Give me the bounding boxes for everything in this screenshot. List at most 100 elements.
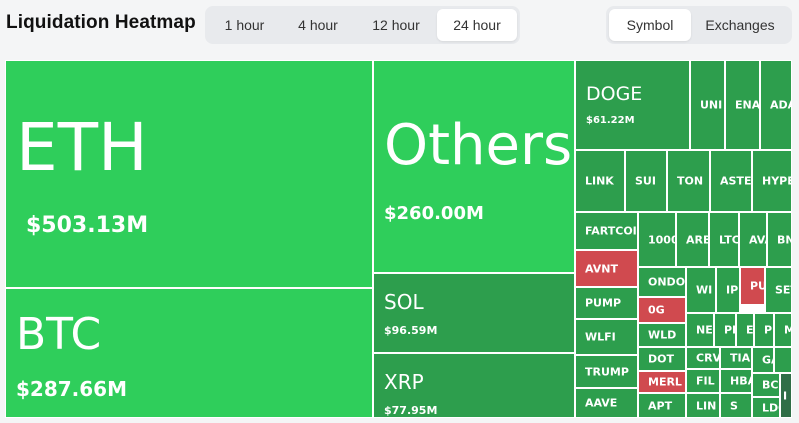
tile-s-symbol: S <box>730 399 738 412</box>
tile-ne-symbol: NE <box>696 323 713 337</box>
tile-btc[interactable]: BTC $287.66M <box>5 288 373 418</box>
tile-aave[interactable]: AAVE <box>575 388 638 418</box>
tile-others-symbol: Others <box>384 113 573 178</box>
page-title: Liquidation Heatmap <box>6 12 196 33</box>
tile-bch[interactable]: BCH <box>752 373 780 397</box>
tile-pump[interactable]: PUMP <box>575 287 638 319</box>
tile-0g[interactable]: 0G <box>638 297 686 323</box>
tile-ip[interactable]: IP <box>716 267 740 313</box>
tile-sol[interactable]: SOL $96.59M <box>373 273 575 353</box>
tile-lin[interactable]: LIN <box>686 393 720 418</box>
tile-wi[interactable]: WI <box>686 267 716 313</box>
tile-ena[interactable]: ENA <box>725 60 760 150</box>
tile-arb[interactable]: ARB <box>676 212 709 267</box>
tile-ltc-symbol: LTC <box>719 233 739 246</box>
tile-wlfi[interactable]: WLFI <box>575 319 638 355</box>
tile-ondo-symbol: ONDO <box>648 275 686 289</box>
tile-lin-symbol: LIN <box>696 399 717 412</box>
tile-trump-symbol: TRUMP <box>585 365 629 378</box>
tile-aster-symbol: ASTER <box>720 174 752 188</box>
tab-4-hour[interactable]: 4 hour <box>298 17 338 33</box>
tile-0g-symbol: 0G <box>648 303 665 317</box>
view-mode-tabs: Symbol Exchanges <box>606 6 792 44</box>
tile-ne[interactable]: NE <box>686 313 714 347</box>
time-range-tabs: 1 hour 4 hour 12 hour 24 hour <box>205 6 520 44</box>
tile-set[interactable]: SET <box>765 267 792 313</box>
tile-ldo-symbol: LDO <box>762 401 779 414</box>
tab-exchanges[interactable]: Exchanges <box>705 17 775 33</box>
tile-arb-symbol: ARB <box>686 233 709 246</box>
tile-merl-symbol: MERL <box>648 375 682 389</box>
tile-sui[interactable]: SUI <box>625 150 667 212</box>
tile-others-value: $260.00M <box>384 203 484 224</box>
tile-apt-symbol: APT <box>648 399 673 412</box>
tile-hype[interactable]: HYPE <box>752 150 792 212</box>
tab-symbol[interactable]: Symbol <box>609 9 691 41</box>
tile-doge-symbol: DOGE <box>586 83 643 105</box>
tile-et-symbol: ET <box>746 323 754 337</box>
tile-btc-symbol: BTC <box>16 309 102 360</box>
tile-i[interactable]: I <box>780 373 792 418</box>
tile-others[interactable]: Others $260.00M <box>373 60 575 273</box>
tile-fil[interactable]: FIL <box>686 369 720 393</box>
tile-trump[interactable]: TRUMP <box>575 355 638 388</box>
tile-xrp[interactable]: XRP $77.95M <box>373 353 575 418</box>
tile-sol-value: $96.59M <box>384 324 438 337</box>
tile-m[interactable]: M <box>774 313 792 347</box>
tile-hype-symbol: HYPE <box>762 174 792 188</box>
tab-12-hour[interactable]: 12 hour <box>372 17 420 33</box>
tile-fil-symbol: FIL <box>696 374 715 388</box>
tile-xrp-value: $77.95M <box>384 404 438 417</box>
tile-ltc[interactable]: LTC <box>709 212 739 267</box>
tile-aster[interactable]: ASTER <box>710 150 752 212</box>
tile-ga[interactable]: GA <box>752 347 774 373</box>
tile-sui-symbol: SUI <box>635 174 656 188</box>
tile-et[interactable]: ET <box>736 313 754 347</box>
tile-1000[interactable]: 1000 <box>638 212 676 267</box>
tile-ton[interactable]: TON <box>667 150 710 212</box>
tile-apt[interactable]: APT <box>638 393 686 418</box>
tile-merl[interactable]: MERL <box>638 371 686 393</box>
tile-ton-symbol: TON <box>677 174 704 188</box>
tile-fartcoin[interactable]: FARTCOIN <box>575 212 638 250</box>
tile-crv[interactable]: CRV <box>686 347 720 369</box>
tile-pu-symbol: PU <box>750 279 764 293</box>
tile-eth-value: $503.13M <box>26 213 149 238</box>
tile-fartcoin-symbol: FARTCOIN <box>585 224 637 238</box>
tile-wld[interactable]: WLD <box>638 323 686 347</box>
tile-pu[interactable]: PU <box>740 267 765 305</box>
tile-sol-symbol: SOL <box>384 290 424 314</box>
tile-wlfi-symbol: WLFI <box>585 330 616 344</box>
tile-link[interactable]: LINK <box>575 150 625 212</box>
tile-m-symbol: M <box>775 324 791 337</box>
tile-hba[interactable]: HBA <box>720 369 752 393</box>
tile-pi[interactable]: PI <box>754 313 774 347</box>
tab-24-hour[interactable]: 24 hour <box>437 9 517 41</box>
tile-ava[interactable]: AVA <box>739 212 767 267</box>
tile-ena-symbol: ENA <box>735 98 760 112</box>
tile-eth[interactable]: ETH $503.13M <box>5 60 373 288</box>
tile-doge[interactable]: DOGE $61.22M <box>575 60 690 150</box>
tile-ava-symbol: AVA <box>749 233 766 246</box>
tile-pi-symbol: PI <box>764 323 773 337</box>
tab-1-hour[interactable]: 1 hour <box>224 17 265 33</box>
tile-i-symbol: I <box>783 389 788 402</box>
liquidation-treemap: ETH $503.13M BTC $287.66M Others $260.00… <box>5 60 792 418</box>
tile-bch-symbol: BCH <box>762 378 779 392</box>
tile-doge-value: $61.22M <box>586 115 635 126</box>
tile-pe-symbol: PE <box>724 323 735 337</box>
tile-uni[interactable]: UNI <box>690 60 725 150</box>
tile-btc-value: $287.66M <box>16 377 127 401</box>
tile-ada[interactable]: ADA <box>760 60 792 150</box>
tile-tia[interactable]: TIA <box>720 347 752 369</box>
tile-pe[interactable]: PE <box>714 313 736 347</box>
tile-avnt[interactable]: AVNT <box>575 250 638 287</box>
tile-1000-symbol: 1000 <box>648 233 676 246</box>
tile-dot[interactable]: DOT <box>638 347 686 371</box>
tile-ldo[interactable]: LDO <box>752 397 780 418</box>
tile-bn[interactable]: BN <box>767 212 792 267</box>
tile-ondo[interactable]: ONDO <box>638 267 686 297</box>
tile-s[interactable]: S <box>720 393 752 418</box>
tile-xrp-symbol: XRP <box>384 370 424 394</box>
tile-unlabeled[interactable] <box>774 347 792 373</box>
